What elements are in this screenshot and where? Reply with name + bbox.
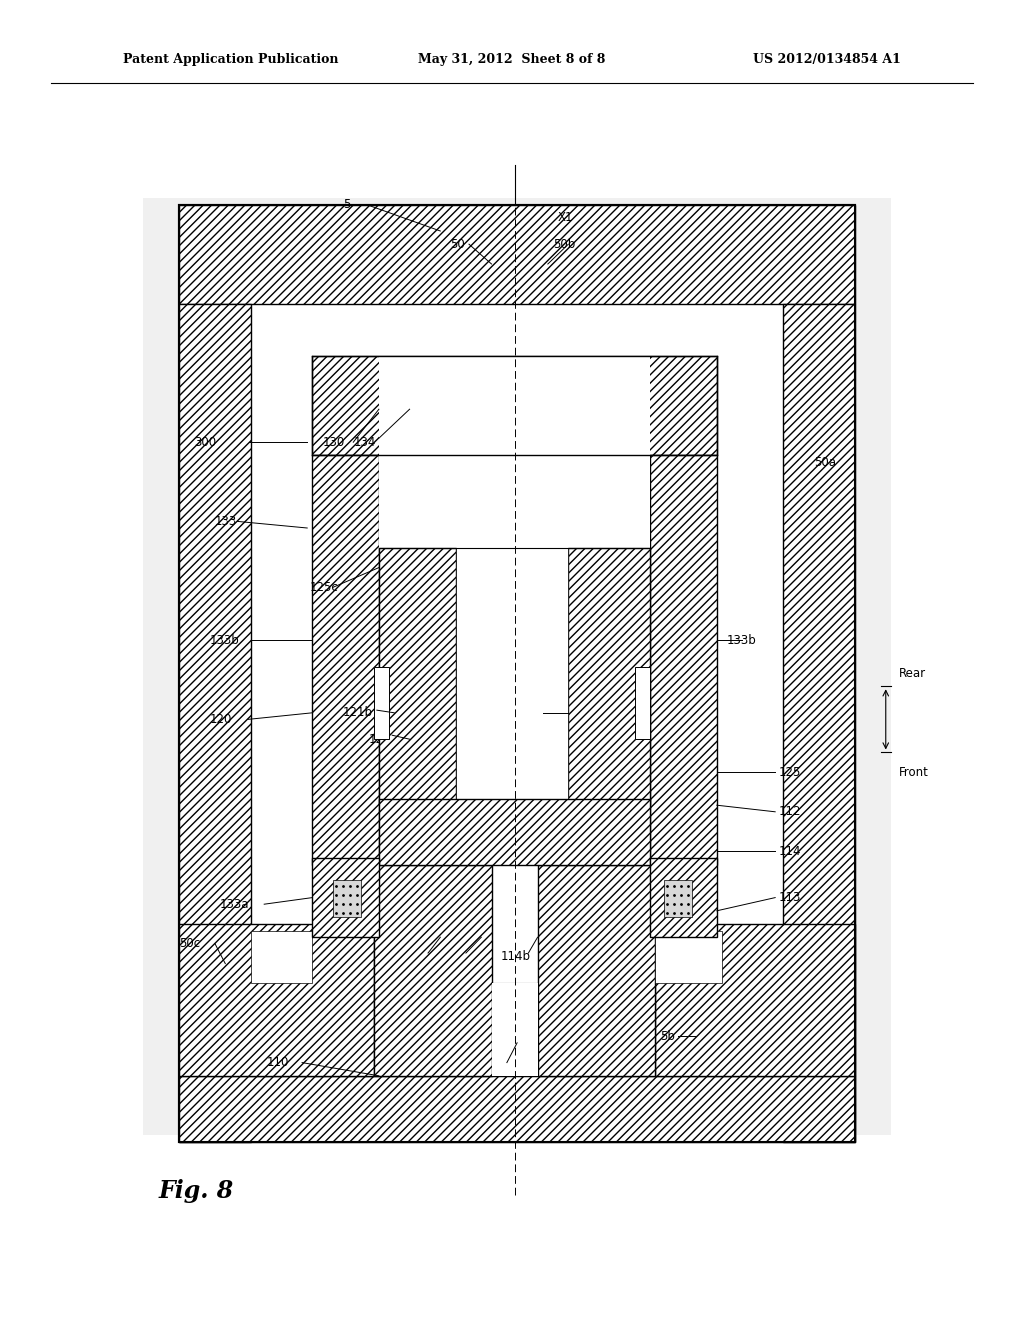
- Bar: [179, 1076, 855, 1142]
- Text: 133: 133: [215, 515, 238, 528]
- Bar: [655, 931, 722, 983]
- Bar: [374, 865, 492, 1076]
- Text: US 2012/0134854 A1: US 2012/0134854 A1: [754, 53, 901, 66]
- Bar: [379, 455, 650, 541]
- Bar: [179, 304, 251, 1142]
- Text: 50c: 50c: [179, 937, 201, 950]
- Text: 125a: 125a: [507, 706, 537, 719]
- Text: 120: 120: [210, 713, 232, 726]
- Bar: [379, 799, 650, 865]
- Bar: [312, 356, 717, 455]
- Bar: [333, 880, 361, 917]
- Text: 111: 111: [486, 1056, 509, 1069]
- Text: 130: 130: [323, 436, 345, 449]
- Bar: [379, 356, 650, 455]
- Text: Front: Front: [899, 766, 929, 779]
- Text: 5: 5: [343, 198, 350, 211]
- Bar: [179, 205, 855, 1142]
- Bar: [568, 548, 650, 805]
- Bar: [251, 983, 783, 1076]
- Text: 133a: 133a: [220, 898, 250, 911]
- Text: 300: 300: [195, 436, 217, 449]
- Bar: [179, 205, 855, 304]
- Bar: [374, 667, 389, 739]
- Text: 114b: 114b: [501, 950, 530, 964]
- Text: 50b: 50b: [553, 238, 575, 251]
- Bar: [650, 455, 717, 865]
- Bar: [650, 858, 717, 937]
- Text: May 31, 2012  Sheet 8 of 8: May 31, 2012 Sheet 8 of 8: [419, 53, 605, 66]
- Text: 114: 114: [778, 845, 801, 858]
- Text: 125c: 125c: [309, 581, 338, 594]
- Text: 125: 125: [778, 766, 801, 779]
- Bar: [783, 304, 855, 1142]
- Bar: [538, 865, 655, 1076]
- Text: Fig. 8: Fig. 8: [159, 1179, 233, 1203]
- Text: 112: 112: [778, 805, 801, 818]
- Bar: [179, 205, 855, 1142]
- Bar: [655, 924, 855, 1076]
- Bar: [312, 455, 379, 865]
- Text: 121b: 121b: [343, 706, 373, 719]
- Text: 121: 121: [369, 733, 391, 746]
- Bar: [379, 548, 456, 805]
- Text: Patent Application Publication: Patent Application Publication: [123, 53, 338, 66]
- Text: 134: 134: [353, 436, 376, 449]
- Bar: [312, 858, 379, 937]
- Text: 133b: 133b: [210, 634, 240, 647]
- Text: 113: 113: [778, 891, 801, 904]
- Text: Rear: Rear: [899, 667, 926, 680]
- Text: 350a: 350a: [434, 950, 464, 964]
- Bar: [179, 924, 374, 1076]
- Bar: [492, 983, 538, 1076]
- Bar: [456, 548, 568, 805]
- Text: 133b: 133b: [727, 634, 757, 647]
- Text: 110: 110: [266, 1056, 289, 1069]
- Bar: [664, 880, 692, 917]
- Bar: [251, 931, 312, 983]
- Bar: [635, 667, 650, 739]
- Text: 50a: 50a: [814, 455, 836, 469]
- Bar: [379, 455, 650, 865]
- Text: 350: 350: [399, 950, 422, 964]
- Text: 50: 50: [451, 238, 465, 251]
- Text: X1: X1: [558, 211, 573, 224]
- Text: 5b: 5b: [660, 1030, 676, 1043]
- Bar: [143, 198, 891, 1135]
